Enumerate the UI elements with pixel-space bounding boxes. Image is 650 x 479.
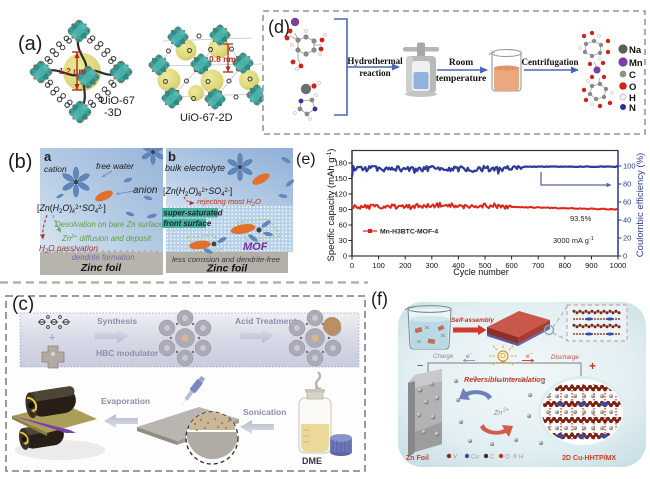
svg-text:Mn: Mn xyxy=(629,58,643,69)
svg-text:30: 30 xyxy=(339,236,347,245)
svg-text:90: 90 xyxy=(339,205,347,214)
svg-text:Hydrothermal: Hydrothermal xyxy=(347,56,403,66)
svg-text:UiO-67-2D: UiO-67-2D xyxy=(180,112,233,124)
svg-text:Synthesis: Synthesis xyxy=(97,316,137,326)
svg-text:C: C xyxy=(490,455,495,461)
svg-text:200: 200 xyxy=(399,261,412,270)
svg-text:bulk electrolyte: bulk electrolyte xyxy=(165,163,225,173)
svg-text:Zinc foil: Zinc foil xyxy=(206,263,248,275)
svg-text:HBC modulator: HBC modulator xyxy=(96,348,159,358)
svg-text:80: 80 xyxy=(623,180,631,189)
svg-text:rejecting most H2O: rejecting most H2O xyxy=(197,197,261,208)
svg-text:Mn-H3BTC-MOF-4: Mn-H3BTC-MOF-4 xyxy=(380,229,438,236)
svg-text:Na: Na xyxy=(629,45,642,56)
svg-text:0.8 nm: 0.8 nm xyxy=(209,54,236,64)
svg-text:H: H xyxy=(519,455,523,461)
svg-text:temperature: temperature xyxy=(436,74,486,84)
svg-text:super-saturated: super-saturated xyxy=(164,209,223,218)
svg-text:500: 500 xyxy=(479,261,492,270)
svg-text:Desolvation on bare Zn surface: Desolvation on bare Zn surface xyxy=(55,220,164,229)
svg-text:[Zn(H2O)62+SO42-]: [Zn(H2O)62+SO42-] xyxy=(163,186,232,198)
svg-text:Zinc foil: Zinc foil xyxy=(80,262,122,274)
svg-text:Acid Treatment: Acid Treatment xyxy=(235,316,297,326)
svg-text:Charge: Charge xyxy=(433,353,454,360)
svg-text:anion: anion xyxy=(133,185,158,196)
svg-text:e: e xyxy=(526,353,530,360)
svg-text:N: N xyxy=(629,103,636,114)
svg-text:−: − xyxy=(470,351,473,356)
svg-text:cation: cation xyxy=(44,164,67,174)
svg-text:Room: Room xyxy=(449,58,473,68)
svg-text:60: 60 xyxy=(339,221,347,230)
svg-text:(f): (f) xyxy=(371,289,388,309)
svg-text:+: + xyxy=(589,359,596,373)
svg-text:(c): (c) xyxy=(12,294,34,315)
svg-text:less corrosion and dendrite-fr: less corrosion and dendrite-free xyxy=(172,255,280,264)
svg-text:Cu: Cu xyxy=(471,455,479,461)
svg-text:(e): (e) xyxy=(296,151,316,168)
svg-text:Self-assembly: Self-assembly xyxy=(451,317,494,324)
svg-text:dendrite formation: dendrite formation xyxy=(72,253,135,262)
svg-text:0: 0 xyxy=(623,252,627,261)
svg-text:Coulombic efficiency (%): Coulombic efficiency (%) xyxy=(635,153,646,257)
svg-text:[Zn(H2O)k2+SO42-]: [Zn(H2O)k2+SO42-] xyxy=(37,203,106,215)
svg-text:(d): (d) xyxy=(268,17,290,37)
svg-text:0: 0 xyxy=(343,252,347,261)
svg-text:−: − xyxy=(417,360,423,372)
svg-text:0: 0 xyxy=(350,261,354,270)
svg-text:Cycle number: Cycle number xyxy=(453,267,509,277)
svg-text:V: V xyxy=(453,455,457,461)
svg-text:900: 900 xyxy=(585,261,598,270)
svg-text:100: 100 xyxy=(623,162,636,171)
svg-text:H: H xyxy=(629,93,636,104)
svg-text:O: O xyxy=(629,82,636,93)
svg-text:Reversible Intercalation: Reversible Intercalation xyxy=(464,375,546,384)
svg-text:2D Cu-HHTP/MX: 2D Cu-HHTP/MX xyxy=(562,455,616,462)
svg-text:Zn: Zn xyxy=(493,410,502,417)
svg-text:+: + xyxy=(49,332,55,344)
svg-text:1000: 1000 xyxy=(610,261,627,270)
svg-text:600: 600 xyxy=(505,261,518,270)
svg-text:Zn2+ diffusion and deposit: Zn2+ diffusion and deposit xyxy=(61,234,152,243)
svg-text:2+: 2+ xyxy=(503,408,509,414)
svg-text:H2O passivation: H2O passivation xyxy=(39,244,98,255)
svg-text:100: 100 xyxy=(372,261,385,270)
svg-text:DME: DME xyxy=(302,456,322,466)
svg-text:93.5%: 93.5% xyxy=(570,214,592,223)
svg-text:3000 mA g-1: 3000 mA g-1 xyxy=(553,236,594,245)
svg-text:C: C xyxy=(629,70,636,81)
svg-text:Zn Foil: Zn Foil xyxy=(406,455,429,462)
svg-text:400: 400 xyxy=(452,261,465,270)
svg-text:Evaporation: Evaporation xyxy=(101,396,150,406)
svg-text:Discharge: Discharge xyxy=(551,354,579,361)
svg-text:20: 20 xyxy=(623,234,631,243)
svg-text:-3D: -3D xyxy=(104,107,122,119)
svg-text:700: 700 xyxy=(532,261,545,270)
svg-text:800: 800 xyxy=(559,261,572,270)
svg-text:180: 180 xyxy=(334,159,347,168)
svg-text:−: − xyxy=(530,351,533,356)
svg-text:Centrifugation: Centrifugation xyxy=(522,57,579,67)
svg-text:free water: free water xyxy=(96,161,135,171)
svg-text:reaction: reaction xyxy=(359,68,390,78)
svg-text:150: 150 xyxy=(334,174,347,183)
svg-text:60: 60 xyxy=(623,198,631,207)
svg-text:120: 120 xyxy=(334,190,347,199)
svg-text:e: e xyxy=(466,353,470,360)
svg-text:MOF: MOF xyxy=(243,241,268,253)
svg-text:b: b xyxy=(168,149,176,164)
svg-text:300: 300 xyxy=(426,261,439,270)
svg-text:O: O xyxy=(505,455,510,461)
svg-text:(a): (a) xyxy=(18,33,42,55)
svg-text:front surface: front surface xyxy=(164,219,212,228)
svg-text:UiO-67: UiO-67 xyxy=(100,95,135,107)
svg-text:a: a xyxy=(44,149,52,164)
svg-text:(b): (b) xyxy=(8,151,32,173)
svg-text:1.2 nm: 1.2 nm xyxy=(59,66,86,76)
svg-text:Sonication: Sonication xyxy=(243,407,286,417)
svg-text:40: 40 xyxy=(623,216,631,225)
svg-text:Specific capacity (mAh g-1): Specific capacity (mAh g-1) xyxy=(326,149,337,262)
